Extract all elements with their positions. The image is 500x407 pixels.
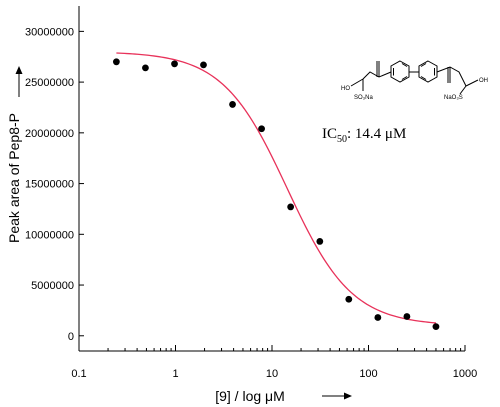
x-axis-ticks: 0.1 1 10 100 1000 xyxy=(71,345,477,380)
x-tick-label: 100 xyxy=(359,368,377,380)
data-point xyxy=(287,203,295,211)
y-tick-label: 20000000 xyxy=(25,128,74,140)
y-axis-ticks: 0 5000000 10000000 15000000 20000000 25000000… xyxy=(25,26,84,343)
y-tick-label: 0 xyxy=(68,331,74,343)
fit-curve xyxy=(116,52,437,324)
data-point xyxy=(345,295,353,303)
y-tick-label: 25000000 xyxy=(25,77,74,89)
ic50-annotation: IC50: 14.4 μM xyxy=(322,126,406,145)
data-point xyxy=(258,125,265,133)
x-axis-title: [9] / log μM xyxy=(215,388,285,404)
data-point xyxy=(142,64,149,72)
x-tick-label: 1 xyxy=(172,368,178,380)
x-tick-label: 1000 xyxy=(453,368,477,380)
y-tick-label: 5000000 xyxy=(31,280,74,292)
x-axis-title-arrow xyxy=(322,392,352,400)
data-point xyxy=(112,58,120,66)
y-tick-label: 15000000 xyxy=(25,179,74,191)
data-point xyxy=(403,313,411,320)
structure-label-oh: OH xyxy=(479,78,488,84)
fit-curve-group xyxy=(116,52,437,324)
data-point xyxy=(316,238,324,245)
data-point xyxy=(200,61,207,69)
structure-label-ho: HO xyxy=(341,86,350,92)
structure-label-so3na: SO₃Na xyxy=(354,95,373,101)
y-tick-label: 10000000 xyxy=(25,229,74,241)
data-point xyxy=(432,323,440,331)
structure-label-nao3s: NaO₃S xyxy=(444,95,463,101)
data-points xyxy=(112,58,440,331)
data-point xyxy=(171,60,178,68)
axes xyxy=(78,6,465,352)
x-tick-label: 0.1 xyxy=(71,368,86,380)
y-tick-label: 30000000 xyxy=(25,26,74,38)
data-point xyxy=(374,314,382,321)
y-axis-title-arrow xyxy=(15,66,23,97)
x-tick-label: 10 xyxy=(266,368,278,380)
y-axis-title: Peak area of Pep8-P xyxy=(6,113,22,243)
data-point xyxy=(229,101,236,108)
chemical-structure xyxy=(350,60,479,95)
